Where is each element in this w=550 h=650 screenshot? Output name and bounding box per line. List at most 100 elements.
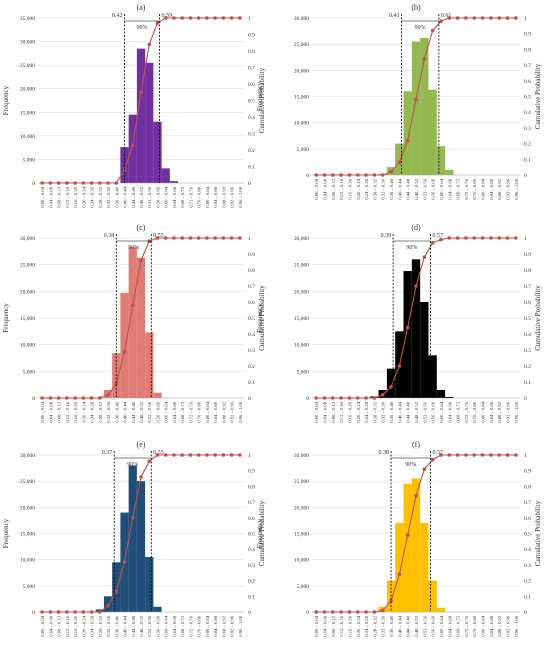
y-left-tick-label: 30,000 — [294, 453, 309, 459]
y-left-axis-title: Frequency — [256, 518, 264, 548]
x-tick-label: 0.08 – 0.12 — [331, 178, 336, 199]
cumulative-point — [347, 610, 352, 614]
x-tick-label: 0.16 – 0.20 — [347, 178, 352, 199]
ci-high-label: 0.55 — [153, 450, 164, 456]
x-tick-label: 0.08 – 0.12 — [57, 615, 62, 636]
y-left-tick-label: 5,000 — [23, 157, 36, 163]
x-tick-label: 0.12 – 0.16 — [339, 615, 344, 636]
y-left-tick-label: 0 — [32, 181, 35, 187]
histogram-bar — [411, 41, 421, 175]
cumulative-point — [196, 16, 201, 20]
histogram-bar — [145, 332, 154, 398]
histogram-bar — [153, 121, 162, 183]
ci-percent-label: 90% — [137, 25, 148, 31]
y-left-tick-label: 10,000 — [20, 558, 35, 564]
cumulative-point — [155, 453, 160, 457]
x-tick-label: 0.72 – 0.76 — [188, 401, 193, 422]
cumulative-point — [196, 453, 201, 457]
x-tick-label: 0.84 – 0.88 — [213, 615, 218, 636]
cumulative-point — [505, 236, 510, 240]
y-right-tick-label: 0.6 — [248, 82, 255, 88]
cumulative-point — [180, 453, 184, 457]
x-tick-label: 0.52 – 0.56 — [422, 615, 427, 636]
x-tick-label: 0.08 – 0.12 — [57, 401, 62, 422]
cumulative-point — [188, 453, 193, 457]
cumulative-point — [339, 173, 343, 177]
x-tick-label: 0.24 – 0.28 — [90, 401, 95, 422]
y-right-tick-label: 0.3 — [524, 348, 531, 354]
cumulative-point — [472, 236, 477, 240]
x-tick-label: 0.56 – 0.60 — [431, 615, 436, 636]
x-tick-label: 0.88 – 0.92 — [497, 615, 502, 636]
y-right-tick-label: 1 — [524, 16, 527, 22]
x-tick-label: 0.00 – 0.04 — [40, 401, 45, 422]
x-tick-label: 0.00 – 0.04 — [314, 401, 319, 422]
x-tick-label: 0.56 – 0.60 — [155, 615, 160, 636]
y-right-tick-label: 0.8 — [524, 268, 531, 274]
x-tick-label: 0.32 – 0.36 — [106, 186, 111, 207]
x-tick-label: 0.60 – 0.64 — [164, 615, 169, 636]
x-tick-label: 0.96 – 1.00 — [238, 615, 243, 636]
cumulative-point — [355, 610, 360, 614]
x-tick-label: 0.84 – 0.88 — [489, 401, 494, 422]
x-tick-label: 0.60 – 0.64 — [439, 615, 444, 636]
cumulative-point — [238, 236, 242, 240]
cumulative-point — [314, 396, 318, 400]
x-tick-label: 0.20 – 0.24 — [356, 401, 361, 422]
cumulative-point — [56, 396, 61, 400]
cumulative-point — [65, 610, 69, 614]
y-left-axis-title: Frequency — [2, 303, 10, 333]
y-right-tick-label: 0.3 — [248, 132, 255, 138]
y-left-tick-label: 20,000 — [294, 68, 309, 74]
y-right-tick-label: 0.9 — [524, 32, 531, 38]
histogram-bar — [436, 607, 446, 612]
histogram-bar — [136, 257, 146, 398]
x-tick-label: 0.60 – 0.64 — [164, 186, 169, 207]
histogram-bar — [153, 392, 162, 398]
x-tick-label: 0.76 – 0.80 — [197, 401, 202, 422]
cumulative-point — [364, 396, 368, 400]
cumulative-point — [229, 16, 234, 20]
histogram-bar — [136, 48, 146, 184]
x-tick-label: 0.32 – 0.36 — [106, 401, 111, 422]
x-tick-label: 0.68 – 0.72 — [456, 401, 461, 422]
y-left-tick-label: 25,000 — [20, 63, 35, 69]
cumulative-point — [155, 236, 160, 240]
y-right-tick-label: 0.5 — [524, 316, 531, 322]
cumulative-point — [455, 16, 460, 20]
y-right-tick-label: 0.7 — [248, 66, 255, 72]
x-tick-label: 0.32 – 0.36 — [381, 178, 386, 199]
cumulative-point — [331, 396, 335, 400]
x-tick-label: 0.04 – 0.08 — [48, 615, 53, 636]
ci-percent-label: 90% — [415, 25, 426, 31]
chart-panel-6: (f) 0 5,000 10,000 15,000 20,000 25,000 30,000 0… — [256, 440, 542, 637]
cumulative-point — [355, 173, 360, 177]
y-left-tick-label: 30,000 — [294, 236, 309, 242]
histogram-bar — [436, 390, 446, 398]
cumulative-point — [514, 453, 518, 457]
cumulative-point — [322, 173, 327, 177]
histogram-bar — [145, 557, 154, 612]
x-tick-label: 0.72 – 0.76 — [464, 401, 469, 422]
y-right-tick-label: 0 — [248, 181, 251, 187]
y-right-tick-label: 1 — [524, 453, 527, 459]
x-tick-label: 0.72 – 0.76 — [464, 178, 469, 199]
y-right-tick-label: 0.9 — [248, 33, 255, 39]
cumulative-point — [430, 241, 435, 245]
cumulative-point — [238, 453, 242, 457]
cumulative-point — [147, 42, 152, 47]
cumulative-point — [221, 453, 226, 457]
y-left-tick-label: 30,000 — [20, 236, 35, 242]
histogram-bar — [403, 271, 412, 398]
x-tick-label: 0.40 – 0.44 — [397, 615, 402, 636]
y-left-tick-label: 5,000 — [297, 584, 310, 590]
cumulative-point — [439, 237, 443, 242]
y-right-tick-label: 0.8 — [248, 49, 255, 55]
x-tick-label: 0.12 – 0.16 — [65, 186, 70, 207]
y-right-tick-label: 1 — [524, 236, 527, 242]
cumulative-point — [414, 97, 418, 102]
y-right-tick-label: 0.2 — [524, 579, 531, 585]
y-right-tick-label: 0.6 — [524, 79, 531, 85]
y-right-tick-label: 0.6 — [248, 300, 255, 306]
y-left-tick-label: 0 — [32, 610, 35, 616]
